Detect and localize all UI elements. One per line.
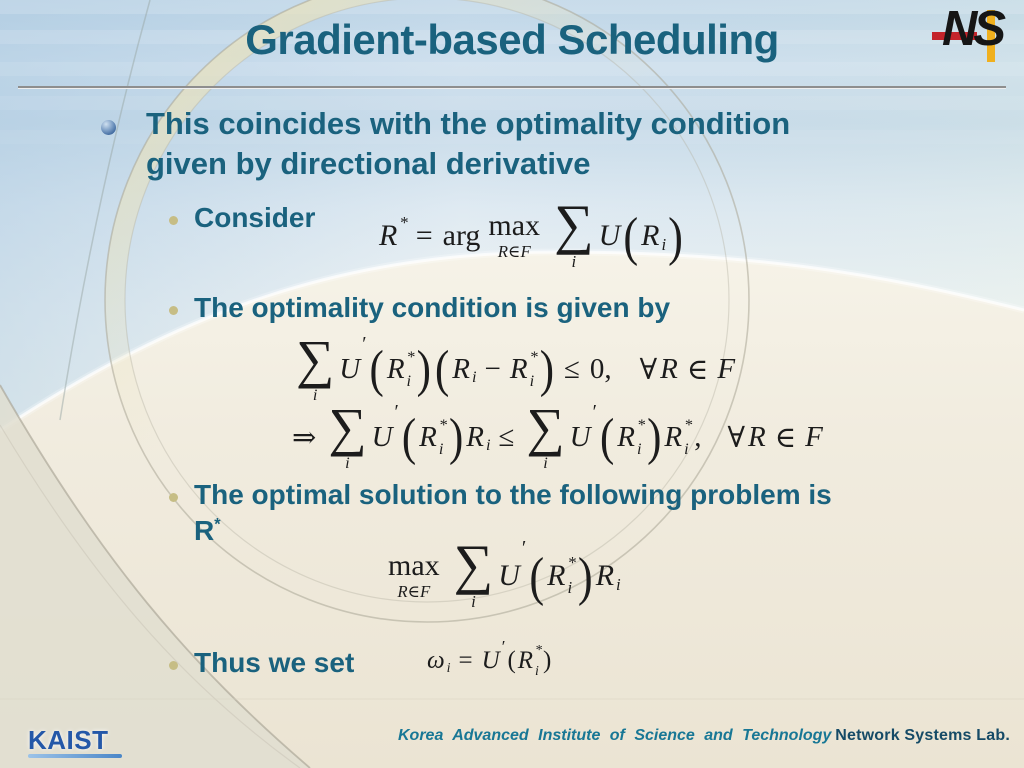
footer-institute-text: Korea Advanced Institute of Science and … (398, 727, 832, 744)
subbullet-solution-line2: R* (194, 513, 994, 549)
formula-weight: ω i = U ′(R * i) (427, 637, 552, 679)
subbullet-thus: Thus we set (194, 647, 355, 678)
subbullet-solution-line1: The optimal solution to the following pr… (194, 479, 832, 510)
bullet-main-line2: given by directional derivative (146, 146, 591, 181)
subbullet-icon (169, 216, 178, 225)
bullet-main-text: This coincides with the optimality condi… (146, 104, 986, 184)
subbullet-icon (169, 306, 178, 315)
slide-title: Gradient-based Scheduling (245, 16, 779, 63)
subbullet-icon (169, 493, 178, 502)
subbullet-icon (169, 661, 178, 670)
ns-logo-letters: NS (942, 2, 1006, 56)
ns-lab-logo: NS (932, 3, 1016, 62)
kaist-logo-letters: KAIST (28, 725, 109, 755)
solution-r-sup: * (214, 515, 221, 534)
footer-lab-text: Network Systems Lab. (835, 727, 1010, 744)
subbullet-consider: Consider (194, 202, 316, 233)
bullet-sphere-icon (101, 120, 116, 135)
title-divider (18, 86, 1006, 89)
subbullet-optimality: The optimality condition is given by (194, 292, 671, 323)
kaist-logo: KAIST (28, 726, 122, 758)
ns-logo-yellow-bar-icon (987, 10, 995, 62)
subbullet-solution: The optimal solution to the following pr… (194, 477, 994, 549)
kaist-logo-underline (28, 754, 122, 758)
bullet-main-line1: This coincides with the optimality condi… (146, 106, 791, 141)
ns-logo-red-bar-icon (932, 32, 977, 40)
solution-r: R (194, 515, 215, 546)
